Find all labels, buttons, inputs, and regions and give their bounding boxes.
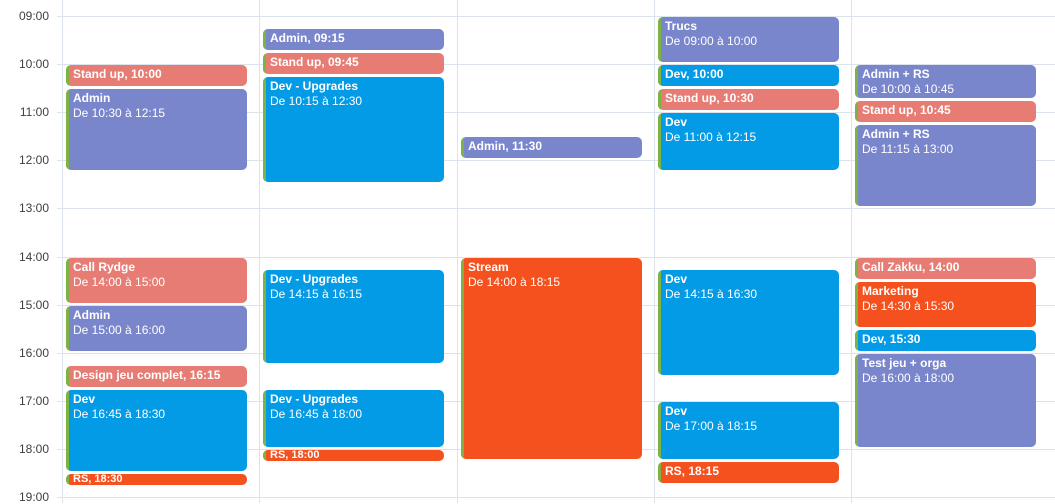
event-time-range: De 14:00 à 18:15 [468,274,561,289]
calendar-event[interactable]: Stand up, 10:30 [658,89,839,111]
calendar-event[interactable]: Admin + RS De 11:15 à 13:00 [855,125,1036,207]
event-time-range: De 14:00 à 15:00 [73,274,166,289]
calendar-event[interactable]: Admin, 11:30 [461,137,642,159]
event-time-range: De 14:15 à 16:15 [270,286,363,301]
event-title: RS, 18:30 [73,473,123,485]
event-time-range: De 11:00 à 12:15 [665,130,757,145]
calendar-event[interactable]: Stand up, 09:45 [263,53,444,75]
calendar-event[interactable]: Stand up, 10:45 [855,101,1036,123]
calendar-event[interactable]: Dev De 16:45 à 18:30 [66,389,247,471]
event-title: Design jeu complet, 16:15 [73,367,221,382]
calendar-event[interactable]: RS, 18:15 [658,461,839,483]
event-time-range: De 15:00 à 16:00 [73,322,166,337]
time-label: 10:00 [18,57,49,72]
event-title: Dev [73,391,96,406]
day-column-divider [259,0,260,503]
calendar-event[interactable]: Admin + RS De 10:00 à 10:45 [855,65,1036,99]
calendar-event[interactable]: Stand up, 10:00 [66,65,247,87]
event-time-range: De 10:15 à 12:30 [270,94,363,109]
event-title: Admin + RS [862,67,930,82]
event-title: Stand up, 10:00 [73,67,162,82]
event-title: Admin, 11:30 [468,139,543,154]
event-title: Admin + RS [862,127,930,142]
calendar-event[interactable]: Call Rydge De 14:00 à 15:00 [66,257,247,303]
time-label: 17:00 [18,393,49,408]
event-title: Stand up, 10:45 [862,103,951,118]
event-title: Stand up, 09:45 [270,55,359,70]
day-column-divider [654,0,655,503]
hour-gridline [57,160,1055,162]
calendar-event[interactable]: Marketing De 14:30 à 15:30 [855,281,1036,327]
event-title: Dev [665,271,688,286]
calendar-event[interactable]: Call Zakku, 14:00 [855,257,1036,279]
calendar-event[interactable]: Admin, 09:15 [263,29,444,51]
event-title: Dev - Upgrades [270,271,359,286]
event-title: Admin, 09:15 [270,31,345,46]
calendar-event[interactable]: Trucs De 09:00 à 10:00 [658,17,839,63]
calendar-event[interactable]: Dev - Upgrades De 16:45 à 18:00 [263,389,444,447]
calendar-event[interactable]: Dev, 15:30 [855,329,1036,351]
event-title: Call Rydge [73,259,136,274]
calendar-event[interactable]: Dev, 10:00 [658,65,839,87]
event-time-range: De 09:00 à 10:00 [665,34,758,48]
hour-gridline [57,112,1055,114]
event-time-range: De 14:15 à 16:30 [665,286,758,301]
event-time-range: De 17:00 à 18:15 [665,418,758,433]
event-time-range: De 11:15 à 13:00 [862,142,954,157]
event-time-range: De 16:45 à 18:00 [270,406,363,421]
hour-gridline [57,208,1055,210]
event-title: Trucs [665,19,698,33]
calendar-event[interactable]: RS, 18:30 [66,473,247,485]
event-title: Dev - Upgrades [270,391,359,406]
time-label: 16:00 [18,345,49,360]
event-title: Call Zakku, 14:00 [862,259,960,274]
event-time-range: De 16:45 à 18:30 [73,406,166,421]
event-title: Stand up, 10:30 [665,91,754,106]
day-column-divider [62,0,63,503]
event-title: Test jeu + orga [862,355,947,370]
calendar-event[interactable]: Dev De 11:00 à 12:15 [658,113,839,171]
event-title: Marketing [862,283,919,298]
time-label: 14:00 [18,249,49,264]
event-title: Dev, 10:00 [665,67,724,82]
event-time-range: De 10:00 à 10:45 [862,82,955,97]
hour-gridline [57,256,1055,258]
calendar-event[interactable]: Dev De 14:15 à 16:30 [658,269,839,375]
calendar-event[interactable]: Dev De 17:00 à 18:15 [658,401,839,459]
event-title: Admin [73,307,111,322]
hour-gridline [57,64,1055,66]
event-title: Dev [665,403,688,418]
time-label: 19:00 [18,490,49,504]
event-title: Stream [468,259,509,274]
event-time-range: De 14:30 à 15:30 [862,298,955,313]
calendar-event[interactable]: Stream De 14:00 à 18:15 [461,257,642,459]
calendar-event[interactable]: RS, 18:00 [263,449,444,461]
calendar-event[interactable]: Design jeu complet, 16:15 [66,365,247,387]
event-time-range: De 16:00 à 18:00 [862,370,955,385]
time-label: 18:00 [18,441,49,456]
hour-gridline [57,16,1055,17]
calendar-event[interactable]: Dev - Upgrades De 10:15 à 12:30 [263,77,444,183]
time-label: 12:00 [18,153,49,168]
day-column-divider [851,0,852,503]
event-title: Admin [73,91,111,106]
time-label: 11:00 [19,105,49,120]
calendar-event[interactable]: Admin De 10:30 à 12:15 [66,89,247,171]
event-title: Dev [665,115,688,130]
event-title: RS, 18:00 [270,449,320,461]
time-label: 09:00 [18,9,49,23]
event-title: Dev, 15:30 [862,331,921,346]
calendar-event[interactable]: Admin De 15:00 à 16:00 [66,305,247,351]
event-title: RS, 18:15 [665,463,720,478]
calendar-event[interactable]: Dev - Upgrades De 14:15 à 16:15 [263,269,444,363]
calendar-event[interactable]: Test jeu + orga De 16:00 à 18:00 [855,353,1036,447]
time-label: 15:00 [18,297,49,312]
event-time-range: De 10:30 à 12:15 [73,106,166,121]
event-title: Dev - Upgrades [270,79,359,94]
hour-gridline [57,497,1055,498]
time-label: 13:00 [18,201,49,216]
day-column-divider [457,0,458,503]
